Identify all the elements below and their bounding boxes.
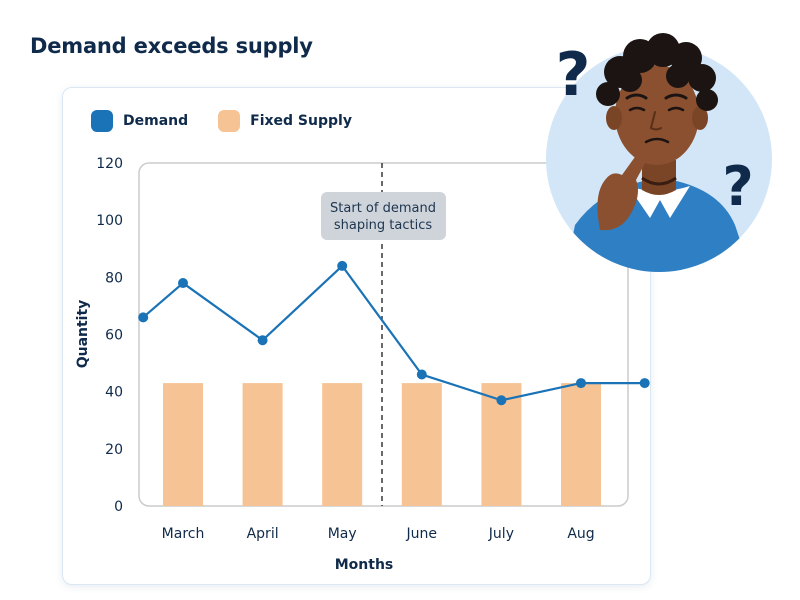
demand-point <box>178 278 188 289</box>
x-tick-label: April <box>247 526 279 542</box>
y-tick-label: 0 <box>114 499 123 515</box>
question-mark-icon: ? <box>556 40 591 110</box>
eye-right <box>667 106 685 112</box>
legend-label-fixed-supply: Fixed Supply <box>250 113 352 129</box>
y-tick-labels: 0 20 40 60 80 100 120 <box>96 156 123 515</box>
demand-point <box>138 312 149 323</box>
annotation-box: Start of demand shaping tactics <box>321 192 446 240</box>
ear-left <box>606 106 622 130</box>
supply-bar <box>322 383 363 506</box>
supply-bar <box>163 383 203 506</box>
supply-bars <box>163 383 601 506</box>
necklace <box>641 176 677 186</box>
demand-line <box>142 264 645 402</box>
x-tick-label: May <box>328 526 357 542</box>
supply-bar <box>561 383 601 506</box>
demand-point <box>496 395 507 406</box>
legend-item-fixed-supply: Fixed Supply <box>218 110 352 132</box>
page-title: Demand exceeds supply <box>30 34 313 58</box>
demand-point <box>639 378 650 389</box>
legend-swatch-fixed-supply <box>218 110 241 132</box>
question-mark-icon: ? <box>722 155 753 218</box>
annotation-background <box>321 192 446 240</box>
brow-left <box>625 93 648 100</box>
y-tick-label: 80 <box>105 270 123 286</box>
hand <box>597 148 650 231</box>
plot-frame <box>138 162 629 507</box>
y-tick-label: 100 <box>96 213 123 229</box>
neck <box>642 160 676 195</box>
x-tick-label: Aug <box>567 526 594 542</box>
demand-point <box>257 335 268 346</box>
legend-item-demand: Demand <box>91 110 188 132</box>
x-axis-title: Months <box>335 557 394 573</box>
confused-person-illustration: ? ? <box>546 33 772 272</box>
x-tick-label: March <box>162 526 205 542</box>
x-tick-labels: March April May June July Aug <box>162 526 595 542</box>
demand-point <box>416 369 427 380</box>
demand-point <box>576 378 586 389</box>
y-tick-label: 20 <box>105 442 123 458</box>
supply-bar <box>401 383 442 506</box>
x-tick-label: June <box>406 526 438 542</box>
supply-bar <box>242 383 283 506</box>
ear-right <box>692 106 708 130</box>
y-axis-title: Quantity <box>75 300 91 369</box>
collar <box>628 186 690 218</box>
brow-right <box>664 93 688 100</box>
x-tick-label: July <box>488 526 514 542</box>
y-tick-label: 40 <box>105 385 123 401</box>
legend-swatch-demand <box>91 110 113 132</box>
nose <box>649 111 662 131</box>
hair <box>596 33 718 111</box>
demand-series <box>138 260 650 406</box>
demand-point <box>337 260 348 271</box>
chart-legend: Demand Fixed Supply <box>91 110 382 132</box>
annotation-line-1: Start of demand <box>330 201 436 216</box>
mouth <box>644 137 670 144</box>
y-tick-label: 120 <box>96 156 123 172</box>
legend-label-demand: Demand <box>123 113 189 129</box>
annotation-line-2: shaping tactics <box>334 218 433 233</box>
eye-left <box>628 106 646 112</box>
y-tick-label: 60 <box>105 328 123 344</box>
